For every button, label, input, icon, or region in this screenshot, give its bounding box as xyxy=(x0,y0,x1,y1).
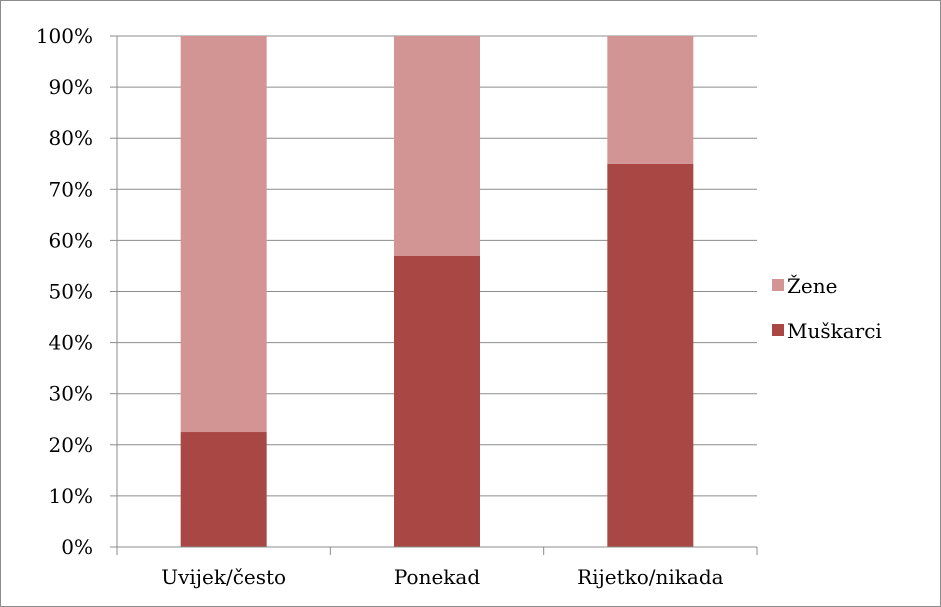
bars xyxy=(180,36,694,548)
legend: Žene Muškarci xyxy=(772,274,882,343)
tick-labels: 0% 10% 20% 30% 40% 50% 60% 70% 80% 90% 100% Uvijek/… xyxy=(36,24,724,589)
y-tick-label: 10% xyxy=(49,484,93,508)
bar-segment-muškarci xyxy=(180,432,267,547)
x-tick-label: Uvijek/često xyxy=(161,565,286,589)
x-tick-label: Rijetko/nikada xyxy=(577,565,724,589)
y-tick-label: 0% xyxy=(61,535,93,559)
legend-label: Žene xyxy=(787,274,837,298)
y-tick-label: 30% xyxy=(49,382,93,406)
x-tick-label: Ponekad xyxy=(394,565,480,589)
y-tick-label: 50% xyxy=(49,280,93,304)
y-tick-label: 40% xyxy=(49,331,93,355)
y-tick-label: 20% xyxy=(49,433,93,457)
y-tick-label: 100% xyxy=(36,24,93,48)
y-tick-label: 80% xyxy=(49,126,93,150)
legend-swatch xyxy=(772,324,784,336)
y-tick-label: 60% xyxy=(49,228,93,252)
bar-segment-muškarci xyxy=(607,163,694,547)
bar-segment-žene xyxy=(394,36,480,256)
y-tick-label: 70% xyxy=(49,177,93,201)
legend-swatch xyxy=(772,279,784,291)
bar-segment-žene xyxy=(607,36,694,164)
bar-segment-žene xyxy=(180,36,267,433)
y-tick-label: 90% xyxy=(49,75,93,99)
axes xyxy=(110,35,758,555)
legend-label: Muškarci xyxy=(787,319,882,343)
bar-segment-muškarci xyxy=(394,255,480,548)
